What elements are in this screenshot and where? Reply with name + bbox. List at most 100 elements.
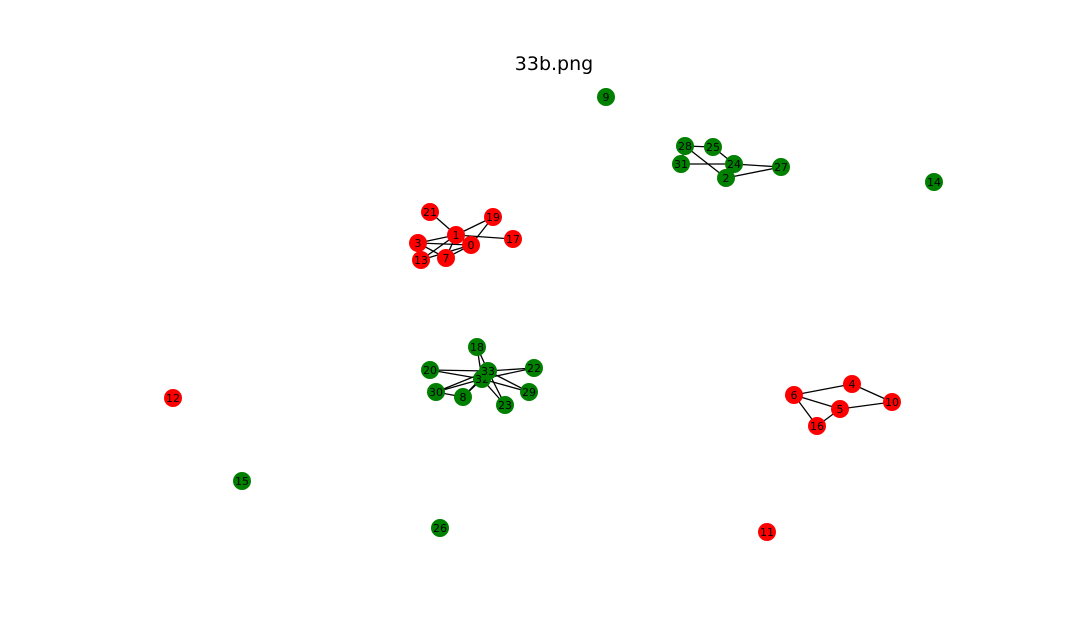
node-label: 17 xyxy=(506,233,520,246)
node-label: 16 xyxy=(810,420,824,433)
node-circle xyxy=(409,234,427,252)
node-20: 20 xyxy=(421,361,439,379)
node-circle xyxy=(717,169,735,187)
node-16: 16 xyxy=(808,417,826,435)
figure-title: 33b.png xyxy=(515,53,593,75)
node-31: 31 xyxy=(672,155,690,173)
node-label: 5 xyxy=(837,403,844,416)
node-label: 7 xyxy=(443,252,450,265)
node-label: 1 xyxy=(453,229,460,242)
node-label: 20 xyxy=(423,364,437,377)
node-circle xyxy=(421,203,439,221)
node-circle xyxy=(883,393,901,411)
node-label: 29 xyxy=(522,386,536,399)
node-label: 9 xyxy=(603,91,610,104)
node-label: 11 xyxy=(760,526,774,539)
node-circle xyxy=(164,389,182,407)
node-circle xyxy=(412,251,430,269)
node-circle xyxy=(758,523,776,541)
node-19: 19 xyxy=(484,208,502,226)
node-label: 0 xyxy=(468,239,475,252)
node-circle xyxy=(421,361,439,379)
node-circle xyxy=(725,155,743,173)
node-circle xyxy=(431,519,449,537)
node-label: 12 xyxy=(166,392,180,405)
node-label: 3 xyxy=(415,237,422,250)
node-circle xyxy=(454,388,472,406)
node-15: 15 xyxy=(233,472,251,490)
node-27: 27 xyxy=(772,158,790,176)
node-circle xyxy=(468,338,486,356)
node-label: 28 xyxy=(678,140,692,153)
node-circle xyxy=(484,208,502,226)
node-label: 31 xyxy=(674,158,688,171)
node-circle xyxy=(597,88,615,106)
node-2: 2 xyxy=(717,169,735,187)
node-circle xyxy=(427,383,445,401)
node-12: 12 xyxy=(164,389,182,407)
node-label: 33 xyxy=(481,365,495,378)
node-13: 13 xyxy=(412,251,430,269)
node-4: 4 xyxy=(843,375,861,393)
node-circle xyxy=(785,386,803,404)
node-circle xyxy=(672,155,690,173)
node-28: 28 xyxy=(676,137,694,155)
node-label: 23 xyxy=(498,399,512,412)
node-circle xyxy=(447,226,465,244)
node-circle xyxy=(504,230,522,248)
edge-2-27 xyxy=(725,166,782,179)
node-30: 30 xyxy=(427,383,445,401)
node-21: 21 xyxy=(421,203,439,221)
node-circle xyxy=(772,158,790,176)
node-label: 24 xyxy=(727,158,741,171)
node-25: 25 xyxy=(704,138,722,156)
node-circle xyxy=(496,396,514,414)
node-circle xyxy=(525,359,543,377)
node-23: 23 xyxy=(496,396,514,414)
node-label: 14 xyxy=(927,176,941,189)
node-10: 10 xyxy=(883,393,901,411)
node-33: 33 xyxy=(479,362,497,380)
edge-6-4 xyxy=(793,383,853,396)
node-circle xyxy=(831,400,849,418)
node-6: 6 xyxy=(785,386,803,404)
node-label: 25 xyxy=(706,141,720,154)
node-circle xyxy=(437,249,455,267)
node-11: 11 xyxy=(758,523,776,541)
node-circle xyxy=(233,472,251,490)
node-17: 17 xyxy=(504,230,522,248)
node-1: 1 xyxy=(447,226,465,244)
node-label: 21 xyxy=(423,206,437,219)
node-22: 22 xyxy=(525,359,543,377)
node-circle xyxy=(704,138,722,156)
node-label: 15 xyxy=(235,475,249,488)
node-5: 5 xyxy=(831,400,849,418)
node-0: 0 xyxy=(462,236,480,254)
node-label: 4 xyxy=(849,378,856,391)
node-circle xyxy=(479,362,497,380)
node-label: 19 xyxy=(486,211,500,224)
node-label: 8 xyxy=(460,391,467,404)
node-3: 3 xyxy=(409,234,427,252)
node-label: 26 xyxy=(433,522,447,535)
node-label: 27 xyxy=(774,161,788,174)
node-label: 30 xyxy=(429,386,443,399)
node-circle xyxy=(925,173,943,191)
node-26: 26 xyxy=(431,519,449,537)
node-label: 2 xyxy=(723,172,730,185)
node-9: 9 xyxy=(597,88,615,106)
node-label: 6 xyxy=(791,389,798,402)
node-14: 14 xyxy=(925,173,943,191)
node-circle xyxy=(676,137,694,155)
node-circle xyxy=(462,236,480,254)
edge-1-17 xyxy=(455,234,514,240)
node-18: 18 xyxy=(468,338,486,356)
node-24: 24 xyxy=(725,155,743,173)
node-circle xyxy=(808,417,826,435)
node-8: 8 xyxy=(454,388,472,406)
node-7: 7 xyxy=(437,249,455,267)
node-circle xyxy=(520,383,538,401)
node-label: 10 xyxy=(885,396,899,409)
